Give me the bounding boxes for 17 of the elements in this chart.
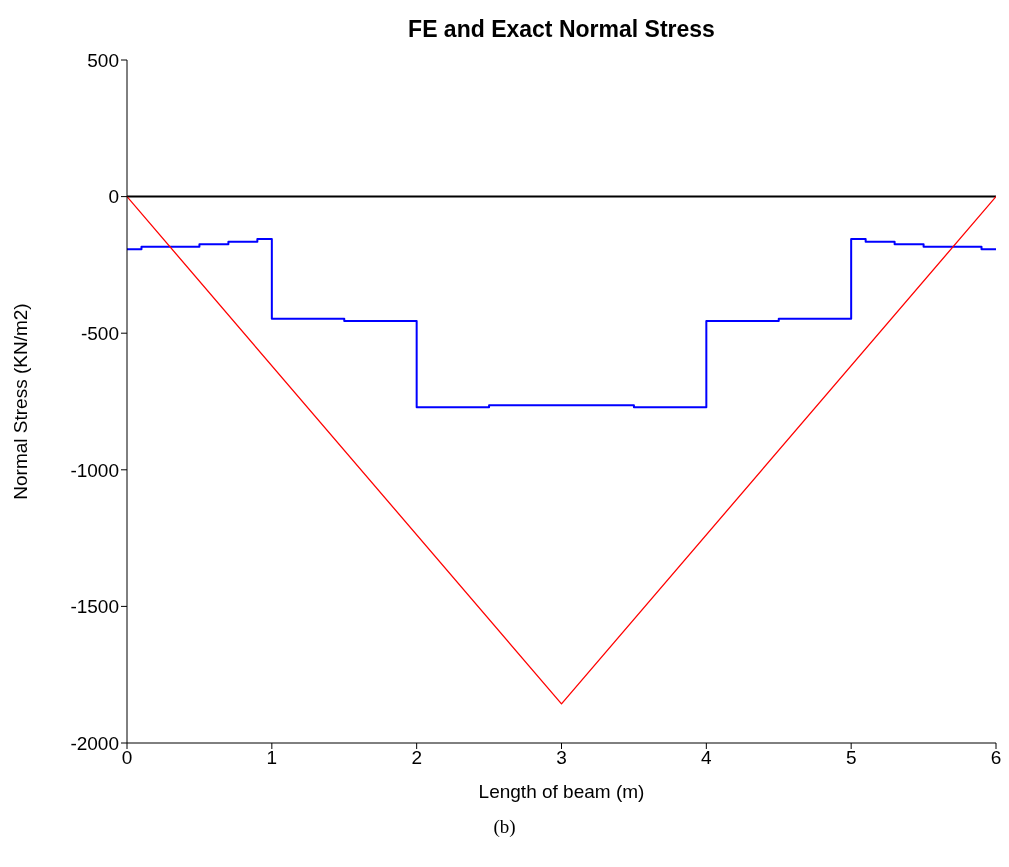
x-tick-label: 2: [411, 747, 422, 769]
text: (b): [492, 816, 517, 838]
x-tick-label: 6: [990, 747, 1002, 769]
y-axis-title: Normal Stress (KN/m2): [9, 303, 31, 500]
x-tick-label: 0: [121, 747, 133, 769]
y-tick-label: -1500: [70, 596, 119, 618]
chart-title: FE and Exact Normal Stress: [407, 16, 716, 43]
x-tick-label: 3: [556, 747, 567, 769]
y-tick-label: 500: [87, 49, 119, 71]
y-tick-label: -1000: [70, 459, 119, 481]
y-tick-label: -2000: [70, 732, 119, 754]
y-tick-label: -500: [80, 322, 119, 344]
x-tick-label: 1: [266, 747, 278, 769]
x-axis-title: Length of beam (m): [478, 781, 645, 802]
x-tick-label: 4: [701, 747, 713, 769]
x-tick-label: 5: [845, 747, 857, 769]
y-tick-label: 0: [108, 186, 119, 208]
